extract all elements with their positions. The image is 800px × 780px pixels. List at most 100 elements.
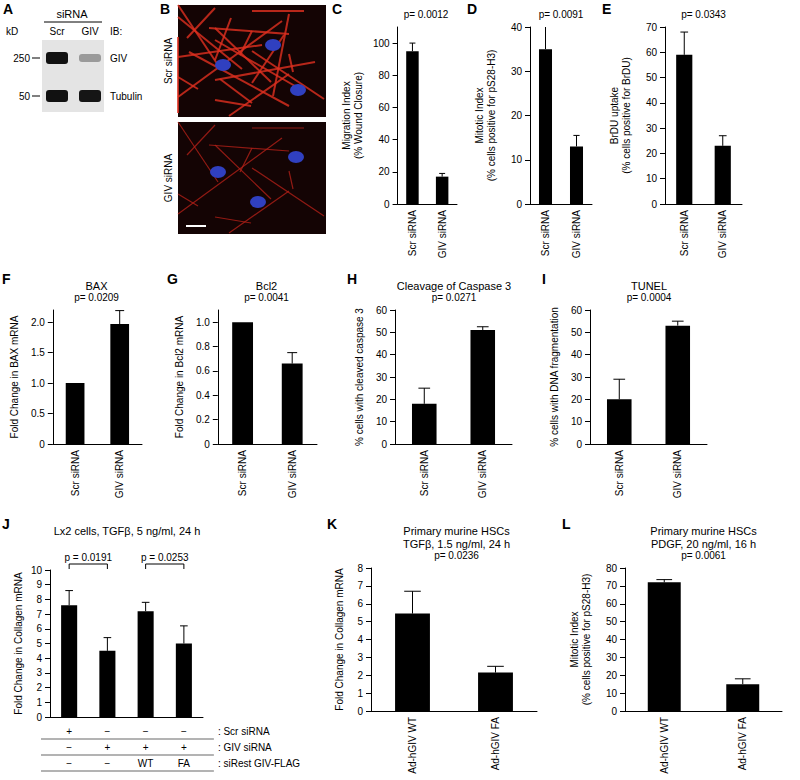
svg-text:0: 0 — [36, 712, 42, 723]
svg-text:+: + — [181, 742, 187, 753]
svg-text:20: 20 — [606, 670, 618, 681]
svg-text:Ad-hGIV FA: Ad-hGIV FA — [490, 717, 501, 771]
svg-text:% cells with DNA fragmentation: % cells with DNA fragmentation — [549, 307, 560, 447]
svg-text:1.0: 1.0 — [196, 317, 210, 328]
svg-text:: siRest GIV-FLAG: : siRest GIV-FLAG — [218, 758, 300, 769]
svg-text:Ad-hGIV WT: Ad-hGIV WT — [659, 717, 670, 774]
svg-text:50: 50 — [376, 327, 388, 338]
svg-text:0: 0 — [357, 706, 363, 717]
svg-text:60: 60 — [606, 598, 618, 609]
svg-text:10: 10 — [31, 565, 43, 576]
svg-text:20: 20 — [571, 394, 583, 405]
svg-text:1: 1 — [357, 688, 363, 699]
svg-text:4: 4 — [357, 634, 363, 645]
svg-text:(% cells positive for pS28-H3): (% cells positive for pS28-H3) — [486, 50, 497, 182]
svg-text:0: 0 — [381, 439, 387, 450]
svg-text:A: A — [3, 1, 13, 17]
svg-text:WT: WT — [138, 758, 154, 769]
svg-text:(% Wound Closure): (% Wound Closure) — [353, 72, 364, 159]
svg-text:kD: kD — [6, 26, 18, 37]
svg-text:30: 30 — [511, 66, 523, 77]
svg-text:3: 3 — [357, 652, 363, 663]
svg-text:0: 0 — [651, 199, 657, 210]
svg-text:+: + — [143, 742, 149, 753]
svg-text:5: 5 — [357, 616, 363, 627]
svg-text:: GIV siRNA: : GIV siRNA — [218, 742, 272, 753]
svg-text:0: 0 — [516, 199, 522, 210]
svg-text:50: 50 — [646, 72, 658, 83]
svg-text:100: 100 — [373, 38, 390, 49]
svg-text:0: 0 — [384, 199, 390, 210]
svg-text:GIV siRNA: GIV siRNA — [717, 210, 728, 259]
svg-text:4: 4 — [36, 653, 42, 664]
svg-text:Scr siRNA: Scr siRNA — [163, 38, 174, 84]
svg-text:B: B — [160, 1, 170, 17]
svg-text:Lx2 cells, TGFβ, 5 ng/ml, 24 h: Lx2 cells, TGFβ, 5 ng/ml, 24 h — [54, 525, 201, 537]
svg-text:−: − — [66, 758, 72, 769]
svg-text:60: 60 — [646, 47, 658, 58]
svg-text:Bcl2: Bcl2 — [256, 280, 277, 292]
svg-text:G: G — [167, 271, 178, 287]
svg-text:+: + — [104, 742, 110, 753]
svg-text:0: 0 — [576, 439, 582, 450]
svg-text:p= 0.0012: p= 0.0012 — [404, 9, 449, 20]
svg-text:−: − — [104, 758, 110, 769]
svg-text:−: − — [143, 726, 149, 737]
svg-text:Fold Change in Collagen mRNA: Fold Change in Collagen mRNA — [334, 568, 345, 711]
svg-text:30: 30 — [376, 372, 388, 383]
svg-text:10: 10 — [376, 416, 388, 427]
svg-text:% cells with cleaved caspase 3: % cells with cleaved caspase 3 — [354, 308, 365, 446]
svg-text:p= 0.0041: p= 0.0041 — [244, 292, 289, 303]
svg-text:Scr: Scr — [50, 26, 66, 37]
svg-text:p= 0.0236: p= 0.0236 — [434, 550, 479, 561]
svg-text:Mitotic Index: Mitotic Index — [569, 611, 580, 667]
svg-text:30: 30 — [606, 652, 618, 663]
svg-text:(% cells positive for BrDU): (% cells positive for BrDU) — [621, 57, 632, 174]
svg-text:6: 6 — [357, 598, 363, 609]
svg-text:40: 40 — [646, 97, 658, 108]
svg-text:(% cells positive for pS28-H3): (% cells positive for pS28-H3) — [581, 574, 592, 706]
svg-text:p = 0.0253: p = 0.0253 — [141, 552, 189, 563]
svg-text:50: 50 — [19, 91, 31, 102]
svg-text:6: 6 — [36, 623, 42, 634]
svg-text:Fold Change in Collagen mRNA: Fold Change in Collagen mRNA — [13, 572, 24, 715]
svg-text:Scr siRNA: Scr siRNA — [679, 210, 690, 256]
svg-text:Fold Change in Bcl2 mRNA: Fold Change in Bcl2 mRNA — [174, 316, 185, 439]
svg-text:E: E — [602, 1, 611, 17]
svg-text:−: − — [66, 742, 72, 753]
svg-text:Cleavage of Caspase 3: Cleavage of Caspase 3 — [397, 280, 511, 292]
svg-text:2.0: 2.0 — [31, 317, 45, 328]
svg-text:0.4: 0.4 — [196, 390, 210, 401]
svg-text:FA: FA — [178, 758, 191, 769]
svg-text:Primary murine HSCs: Primary murine HSCs — [403, 525, 510, 537]
svg-text:C: C — [332, 1, 342, 17]
svg-text:0: 0 — [39, 439, 45, 450]
svg-text:Primary murine HSCs: Primary murine HSCs — [650, 525, 757, 537]
svg-text:40: 40 — [571, 349, 583, 360]
svg-text:p= 0.0061: p= 0.0061 — [681, 550, 726, 561]
svg-text:J: J — [2, 516, 10, 532]
svg-text:8: 8 — [357, 563, 363, 574]
svg-text:1: 1 — [36, 697, 42, 708]
svg-text:Scr siRNA: Scr siRNA — [70, 450, 81, 496]
svg-text:GIV: GIV — [110, 53, 128, 64]
svg-text:p= 0.0209: p= 0.0209 — [74, 292, 119, 303]
svg-text:20: 20 — [376, 394, 388, 405]
svg-text:80: 80 — [378, 70, 390, 81]
svg-text:I: I — [542, 271, 546, 287]
svg-text:Scr siRNA: Scr siRNA — [419, 450, 430, 496]
svg-text:K: K — [327, 516, 337, 532]
svg-text:8: 8 — [36, 594, 42, 605]
svg-text:70: 70 — [606, 580, 618, 591]
svg-text:50: 50 — [571, 327, 583, 338]
svg-text:10: 10 — [511, 154, 523, 165]
svg-text:20: 20 — [646, 148, 658, 159]
svg-text:GIV siRNA: GIV siRNA — [477, 450, 488, 499]
svg-text:: Scr siRNA: : Scr siRNA — [218, 726, 270, 737]
svg-text:p= 0.0271: p= 0.0271 — [432, 292, 477, 303]
svg-text:p= 0.0343: p= 0.0343 — [681, 9, 726, 20]
svg-text:0.5: 0.5 — [31, 408, 45, 419]
svg-text:F: F — [2, 271, 11, 287]
svg-text:0: 0 — [611, 706, 617, 717]
svg-text:10: 10 — [571, 416, 583, 427]
